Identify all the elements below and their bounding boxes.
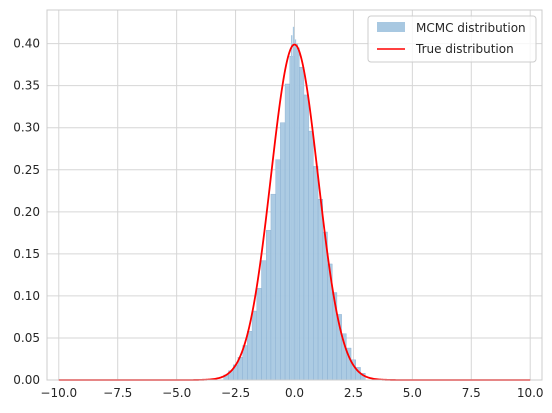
- x-tick-label: 5.0: [403, 386, 422, 400]
- histogram-peak-spike: [296, 43, 299, 381]
- x-tick-label: −5.0: [162, 386, 191, 400]
- histogram-bar: [280, 122, 286, 381]
- y-tick-label: 0.15: [13, 247, 40, 261]
- histogram-peak-spike: [294, 39, 297, 380]
- histogram-bar: [299, 66, 305, 381]
- x-tick-label: 10.0: [517, 386, 544, 400]
- y-tick-label: 0.30: [13, 121, 40, 135]
- x-tick-label: −10.0: [40, 386, 77, 400]
- legend-patch-mcmc: [377, 22, 405, 32]
- x-tick-label: −2.5: [221, 386, 250, 400]
- x-tick-label: −7.5: [103, 386, 132, 400]
- y-tick-label: 0.10: [13, 289, 40, 303]
- y-tick-label: 0.35: [13, 79, 40, 93]
- y-tick-label: 0.25: [13, 163, 40, 177]
- y-tick-label: 0.00: [13, 373, 40, 387]
- legend-label-true: True distribution: [415, 42, 514, 56]
- legend: MCMC distribution True distribution: [367, 15, 537, 63]
- histogram-bars: [223, 26, 366, 381]
- y-tick-label: 0.05: [13, 331, 40, 345]
- x-tick-label: 0.0: [285, 386, 304, 400]
- histogram-bar: [313, 166, 319, 381]
- axes-frame: [46, 9, 543, 381]
- histogram-bar: [275, 159, 281, 381]
- x-tick-label: 7.5: [462, 386, 481, 400]
- histogram-bar: [270, 193, 276, 381]
- axes: [46, 9, 543, 381]
- histogram-bar: [317, 199, 323, 381]
- legend-box: [367, 15, 537, 63]
- histogram-bar: [266, 230, 272, 381]
- histogram-bar: [256, 288, 262, 381]
- histogram-bar: [261, 260, 267, 381]
- histogram-bar: [284, 83, 290, 381]
- histogram-bar: [303, 94, 309, 381]
- x-tick-label: 2.5: [344, 386, 363, 400]
- histogram-peak-spike: [292, 26, 295, 381]
- legend-label-mcmc: MCMC distribution: [416, 21, 526, 35]
- histogram-bar: [308, 130, 314, 381]
- histogram-peak-spike: [290, 35, 293, 381]
- y-tick-label: 0.40: [13, 37, 40, 51]
- y-tick-label: 0.20: [13, 205, 40, 219]
- histogram-bar: [251, 310, 257, 381]
- histogram-bar: [247, 331, 253, 381]
- tick-labels: −10.0 −7.5 −5.0 −2.5 0.0 2.5 5.0 7.5 10.0 0.00 0.0…: [13, 37, 543, 400]
